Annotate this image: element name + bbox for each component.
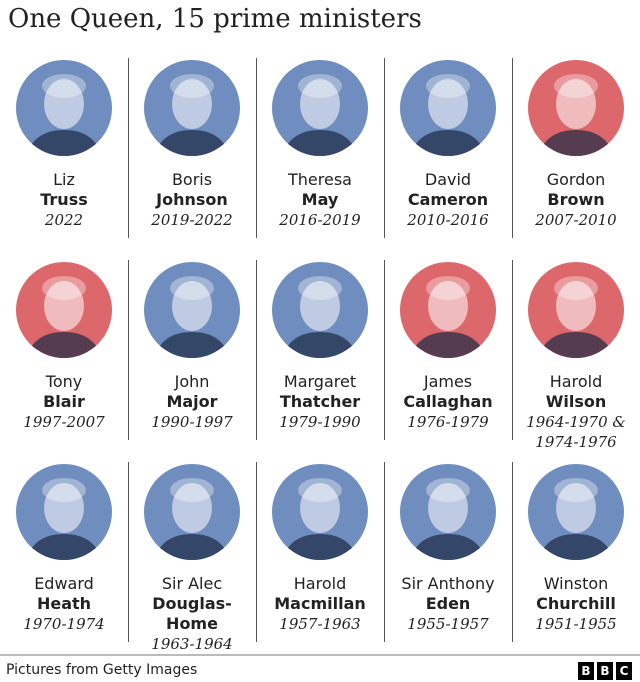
pm-card: John Major 1990-1997 [128, 254, 256, 456]
pm-years: 1951-1955 [535, 615, 617, 633]
pm-first-name: Margaret [283, 372, 357, 391]
portrait-icon [272, 464, 368, 560]
pm-years: 1957-1963 [279, 615, 361, 633]
portrait-icon [272, 262, 368, 358]
pm-surname: Churchill [536, 594, 616, 613]
pm-years: 1979-1990 [279, 413, 361, 431]
photo-credit: Pictures from Getty Images [6, 662, 198, 678]
pm-first-name: Harold [549, 372, 603, 391]
pm-surname: Macmillan [274, 594, 366, 613]
pm-years: 1970-1974 [23, 615, 105, 633]
pm-first-name: Sir Alec [161, 574, 223, 593]
pm-first-name: David [424, 170, 472, 189]
pm-card: David Cameron 2010-2016 [384, 52, 512, 254]
pm-surname: Blair [43, 392, 85, 411]
page-title: One Queen, 15 prime ministers [8, 4, 422, 34]
pm-card: James Callaghan 1976-1979 [384, 254, 512, 456]
pm-years: 1963-1964 [151, 635, 233, 653]
pm-years: 2016-2019 [279, 211, 361, 229]
pm-first-name: Tony [45, 372, 83, 391]
portrait-icon [272, 60, 368, 156]
portrait-icon [528, 464, 624, 560]
portrait-icon [528, 60, 624, 156]
pm-first-name: Theresa [288, 170, 352, 189]
pm-grid: Liz Truss 2022 Boris Johnson 2019-2022 T… [0, 52, 640, 658]
pm-first-name: James [423, 372, 473, 391]
pm-card: Margaret Thatcher 1979-1990 [256, 254, 384, 456]
pm-surname: Heath [36, 594, 92, 613]
portrait-icon [528, 262, 624, 358]
pm-surname: Thatcher [279, 392, 361, 411]
pm-first-name: Winston [543, 574, 609, 593]
pm-years: 2007-2010 [535, 211, 617, 229]
pm-surname: May [301, 190, 339, 209]
pm-years: 2019-2022 [151, 211, 233, 229]
pm-years: 1997-2007 [23, 413, 105, 431]
pm-first-name: Liz [53, 170, 75, 189]
pm-first-name: Edward [34, 574, 94, 593]
pm-first-name: Sir Anthony [401, 574, 495, 593]
portrait-icon [400, 60, 496, 156]
pm-card: Sir Anthony Eden 1955-1957 [384, 456, 512, 658]
pm-first-name: Boris [171, 170, 213, 189]
portrait-icon [144, 60, 240, 156]
pm-card: Theresa May 2016-2019 [256, 52, 384, 254]
pm-first-name: Harold [293, 574, 347, 593]
pm-card: Tony Blair 1997-2007 [0, 254, 128, 456]
pm-surname: Cameron [407, 190, 489, 209]
pm-card: Edward Heath 1970-1974 [0, 456, 128, 658]
portrait-icon [16, 262, 112, 358]
pm-surname: Brown [547, 190, 605, 209]
portrait-icon [400, 464, 496, 560]
pm-card: Winston Churchill 1951-1955 [512, 456, 640, 658]
pm-years: 1964-1970 & 1974-1976 [526, 413, 626, 451]
portrait-icon [16, 60, 112, 156]
portrait-icon [16, 464, 112, 560]
pm-card: Gordon Brown 2007-2010 [512, 52, 640, 254]
portrait-icon [144, 464, 240, 560]
pm-first-name: Gordon [546, 170, 606, 189]
pm-surname: Truss [40, 190, 88, 209]
pm-years: 1955-1957 [407, 615, 489, 633]
pm-surname: Douglas-Home [152, 594, 232, 633]
pm-card: Liz Truss 2022 [0, 52, 128, 254]
pm-years: 2022 [44, 211, 84, 229]
pm-card: Harold Macmillan 1957-1963 [256, 456, 384, 658]
pm-card: Sir Alec Douglas-Home 1963-1964 [128, 456, 256, 658]
pm-surname: Wilson [545, 392, 607, 411]
pm-surname: Eden [425, 594, 471, 613]
pm-surname: Callaghan [403, 392, 493, 411]
pm-surname: Major [166, 392, 218, 411]
portrait-icon [400, 262, 496, 358]
portrait-icon [144, 262, 240, 358]
pm-years: 1990-1997 [151, 413, 233, 431]
pm-card: Harold Wilson 1964-1970 & 1974-1976 [512, 254, 640, 456]
pm-years: 1976-1979 [407, 413, 489, 431]
pm-card: Boris Johnson 2019-2022 [128, 52, 256, 254]
pm-years: 2010-2016 [407, 211, 489, 229]
pm-surname: Johnson [156, 190, 228, 209]
pm-first-name: John [174, 372, 210, 391]
